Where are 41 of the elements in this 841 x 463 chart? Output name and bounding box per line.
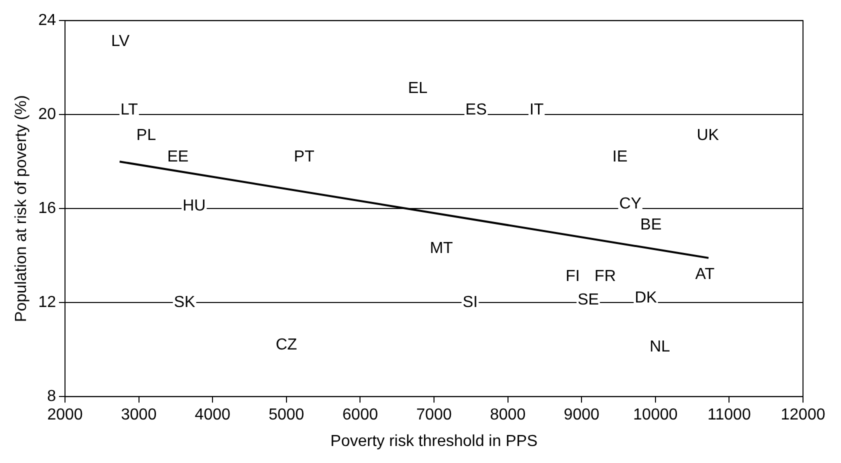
y-tick-label: 24 (38, 12, 56, 30)
y-axis-title: Population at risk of poverty (%) (13, 95, 30, 322)
annotation: SE (578, 292, 599, 309)
x-tick-label: 4000 (194, 406, 230, 424)
annotation: SI (462, 294, 478, 312)
annotation: BE (640, 216, 662, 234)
y-tick-label: 16 (38, 200, 56, 218)
annotation: CZ (276, 336, 298, 354)
annotation: ES (465, 101, 487, 118)
x-tick-label: 7000 (416, 406, 452, 424)
x-tick-label: 2000 (47, 406, 83, 424)
annotation: FI (566, 268, 580, 286)
annotation: IT (529, 101, 544, 118)
annotation: LV (111, 33, 130, 50)
x-tick-label: 5000 (268, 406, 304, 424)
y-tick-label: 12 (38, 294, 56, 312)
annotation: EE (167, 148, 189, 166)
y-tick-label: 8 (47, 388, 56, 406)
annotation: PL (136, 127, 156, 144)
annotation: NL (650, 338, 670, 356)
x-tick-label: 11000 (708, 406, 751, 424)
x-tick-label: 6000 (342, 406, 378, 424)
annotation: SK (174, 294, 196, 312)
annotation: EL (408, 80, 428, 98)
annotation: PT (294, 148, 315, 166)
x-axis-title: Poverty risk threshold in PPS (330, 432, 538, 450)
annotation: UK (696, 127, 720, 144)
x-tick-label: 8000 (490, 406, 526, 424)
x-tick-label: 10000 (633, 406, 678, 424)
y-tick-label: 20 (38, 106, 56, 124)
x-tick-label: 9000 (564, 406, 600, 424)
annotation: DK (634, 289, 658, 306)
x-tick-label: 3000 (121, 406, 157, 424)
annotation: FR (594, 268, 616, 286)
annotation: HU (182, 198, 206, 215)
annotation: LT (120, 101, 138, 118)
annotation: AT (695, 266, 715, 283)
annotation: MT (430, 240, 454, 257)
annotation: IE (612, 148, 628, 166)
annotation: CY (619, 195, 642, 212)
x-tick-label: 12000 (780, 406, 826, 424)
